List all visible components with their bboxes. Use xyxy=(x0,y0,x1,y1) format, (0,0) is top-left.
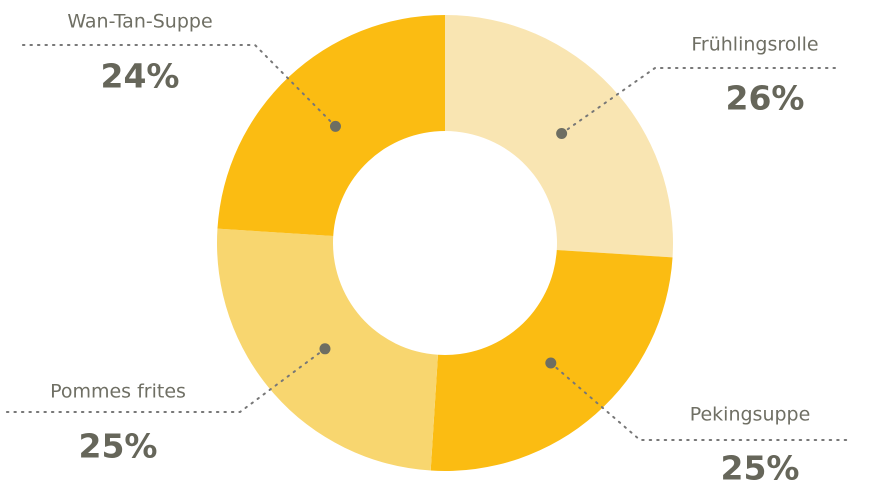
category-label: Pekingsuppe xyxy=(690,404,811,426)
value-label: 24% xyxy=(101,57,180,96)
leader-line xyxy=(19,44,337,128)
category-label: Pommes frites xyxy=(50,381,186,403)
leader-dot xyxy=(556,127,568,139)
category-label: Frühlingsrolle xyxy=(691,34,818,56)
leader-line xyxy=(549,362,851,441)
value-label: 26% xyxy=(726,79,805,118)
leader-dot xyxy=(329,120,341,132)
leader-line xyxy=(4,347,326,413)
category-label: Wan-Tan-Suppe xyxy=(67,11,212,33)
leader-dot xyxy=(319,343,331,355)
leader-dot xyxy=(545,357,557,369)
value-label: 25% xyxy=(721,449,800,488)
leader-line xyxy=(560,67,841,135)
value-label: 25% xyxy=(79,427,158,466)
